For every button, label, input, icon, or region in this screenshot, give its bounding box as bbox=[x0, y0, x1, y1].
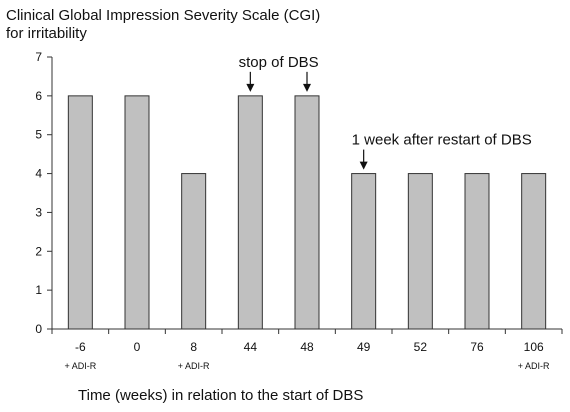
x-tick-label: 49 bbox=[357, 340, 371, 354]
bar-8 bbox=[181, 173, 207, 330]
x-tick-sublabel: + ADI-R bbox=[518, 361, 550, 371]
x-tick-sublabel: + ADI-R bbox=[178, 361, 210, 371]
y-tick-label: 0 bbox=[35, 322, 42, 336]
y-tick-label: 6 bbox=[35, 89, 42, 103]
bar-44 bbox=[237, 95, 263, 330]
y-tick-label: 5 bbox=[35, 128, 42, 142]
x-tick-label: -6 bbox=[75, 340, 86, 354]
annotation-label-0: stop of DBS bbox=[239, 54, 319, 71]
bar-48 bbox=[294, 95, 320, 330]
y-tick-label: 7 bbox=[35, 50, 42, 64]
bar-76 bbox=[464, 173, 490, 330]
chart-title-line-1: Clinical Global Impression Severity Scal… bbox=[6, 7, 320, 24]
annotations: stop of DBS 1 week after restart of DBS bbox=[239, 54, 532, 170]
annotation-label-1: 1 week after restart of DBS bbox=[352, 132, 532, 149]
x-axis: -6 + ADI-R 0 8 + ADI-R 44 48 49 52 76 106 + ADI-R bbox=[51, 328, 563, 371]
x-tick-label: 44 bbox=[244, 340, 258, 354]
chart-title-line-2: for irritability bbox=[6, 25, 87, 42]
annotation-arrow-head bbox=[359, 161, 368, 170]
y-tick-label: 3 bbox=[35, 205, 42, 219]
x-tick-label: 0 bbox=[134, 340, 141, 354]
y-tick-label: 2 bbox=[35, 244, 42, 258]
x-tick-label: 48 bbox=[300, 340, 314, 354]
bar-0 bbox=[124, 95, 150, 330]
x-tick-label: 52 bbox=[414, 340, 428, 354]
bar--6 bbox=[67, 95, 93, 330]
y-axis: 0 1 2 3 4 5 6 7 bbox=[35, 50, 53, 336]
x-tick-label: 76 bbox=[470, 340, 484, 354]
bar-series bbox=[67, 95, 547, 330]
bar-52 bbox=[407, 173, 433, 330]
x-tick-label: 106 bbox=[524, 340, 544, 354]
x-axis-title: Time (weeks) in relation to the start of… bbox=[78, 387, 363, 404]
annotation-arrow-head bbox=[303, 83, 311, 92]
bar-49 bbox=[351, 173, 377, 330]
bar-106 bbox=[521, 173, 547, 330]
annotation-arrow-head bbox=[246, 83, 255, 92]
y-tick-label: 4 bbox=[35, 167, 42, 181]
x-tick-sublabel: + ADI-R bbox=[64, 361, 96, 371]
y-tick-label: 1 bbox=[35, 283, 42, 297]
x-tick-label: 8 bbox=[190, 340, 197, 354]
